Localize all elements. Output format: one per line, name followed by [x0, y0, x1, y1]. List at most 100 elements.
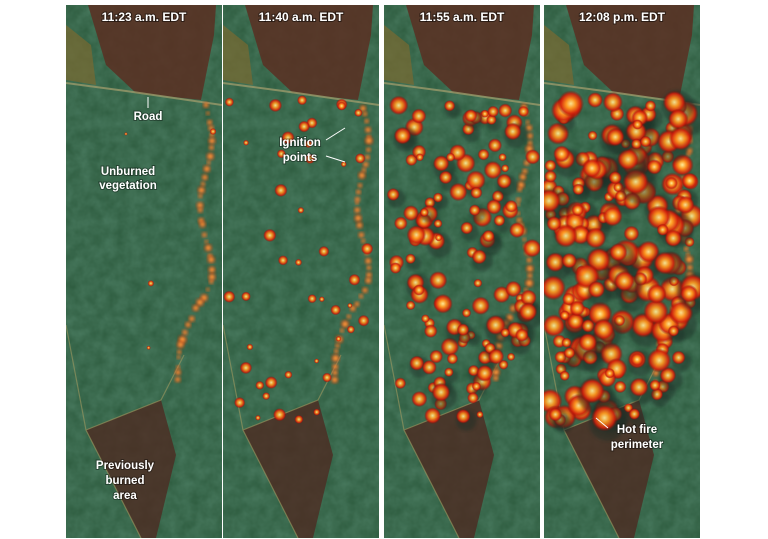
fire-spot — [569, 300, 586, 317]
fire-spot — [354, 153, 366, 164]
fire-front — [525, 119, 530, 125]
fire-spot — [402, 205, 419, 222]
fire-spot — [592, 318, 615, 341]
fire-front — [331, 369, 339, 376]
fire-front — [208, 144, 215, 151]
fire-front — [340, 319, 350, 329]
fire-front — [339, 328, 345, 333]
fire-spot — [456, 323, 470, 337]
fire-front — [684, 255, 694, 264]
fire-spot — [664, 176, 679, 190]
fire-spot — [606, 127, 625, 147]
fire-spot — [234, 396, 246, 409]
fire-spot — [609, 243, 628, 262]
fire-spot — [421, 314, 430, 323]
fire-spot — [405, 300, 416, 311]
fire-spot — [421, 359, 437, 375]
fire-spot — [613, 380, 627, 394]
fire-spot — [578, 332, 598, 352]
fire-front — [201, 232, 208, 238]
fire-spot — [544, 159, 557, 172]
fire-spot — [557, 90, 585, 117]
fire-spot — [419, 207, 429, 217]
fire-front — [361, 167, 367, 173]
fire-front — [364, 118, 370, 124]
fire-spot — [656, 223, 669, 236]
fire-spot — [473, 278, 483, 288]
fire-spot — [561, 252, 578, 269]
panel — [223, 5, 379, 538]
fire-front — [686, 264, 694, 271]
fire-front — [527, 140, 533, 146]
fire-spot — [566, 312, 585, 331]
fire-spot — [337, 101, 347, 111]
fire-front — [525, 264, 535, 273]
pointer — [325, 155, 346, 163]
fire-spot — [504, 199, 518, 213]
fire-spot — [629, 377, 649, 397]
timestamp: 11:23 a.m. EDT — [102, 10, 187, 24]
fire-spot — [209, 128, 217, 135]
fire-front — [192, 304, 200, 312]
fire-front — [357, 171, 366, 180]
fire-spot — [446, 353, 459, 365]
fire-spot — [465, 170, 486, 191]
fire-spot — [591, 404, 618, 432]
fire-front — [521, 168, 528, 175]
fire-front — [197, 193, 203, 199]
fire-spot — [476, 364, 494, 382]
fire-spot — [608, 170, 622, 185]
fire-spot — [449, 182, 468, 202]
road — [223, 82, 379, 106]
fire-spot — [498, 153, 507, 162]
burned-area — [406, 5, 534, 100]
fire-spot — [241, 291, 251, 302]
burned-area — [566, 5, 694, 100]
fire-front — [354, 301, 360, 308]
fire-front — [360, 238, 366, 244]
fire-front — [355, 221, 364, 229]
fire-spot — [544, 314, 566, 338]
fire-front — [491, 367, 501, 377]
fire-spot — [438, 170, 453, 185]
annotation: burned — [106, 475, 145, 487]
burned-area — [245, 5, 373, 100]
fire-front — [208, 265, 216, 274]
fire-spot — [604, 368, 616, 379]
fire-spot — [445, 152, 456, 162]
fire-front — [330, 375, 339, 384]
fire-spot — [246, 343, 254, 351]
fire-spot — [559, 310, 570, 321]
fire-spot — [461, 308, 472, 318]
fire-spot — [297, 206, 305, 214]
fire-front — [525, 124, 533, 132]
fire-spot — [415, 153, 424, 162]
fire-spot — [335, 336, 342, 342]
fire-front — [181, 329, 189, 336]
fire-spot — [632, 119, 643, 130]
fire-spot — [428, 271, 448, 290]
fire-front — [365, 147, 372, 153]
fire-front — [526, 257, 533, 264]
annotation: points — [283, 152, 318, 164]
fire-front — [346, 314, 352, 320]
fire-spot — [617, 148, 640, 171]
fire-front — [197, 186, 206, 195]
fire-front — [204, 243, 213, 252]
fire-spot — [146, 345, 151, 350]
fire-front — [206, 119, 213, 126]
fire-spot — [613, 270, 635, 292]
fire-front — [366, 265, 372, 271]
fire-spot — [432, 192, 444, 203]
timestamp: 11:55 a.m. EDT — [420, 10, 505, 24]
fire-spot — [662, 90, 687, 115]
fire-spot — [572, 183, 585, 196]
fire-spot — [544, 169, 557, 183]
fire-spot — [284, 370, 293, 379]
fire-front — [515, 197, 522, 203]
fire-front — [365, 271, 373, 279]
fire-spot — [522, 238, 540, 258]
fire-spot — [277, 255, 289, 266]
fire-spot — [477, 148, 490, 161]
fire-spot — [500, 327, 511, 338]
